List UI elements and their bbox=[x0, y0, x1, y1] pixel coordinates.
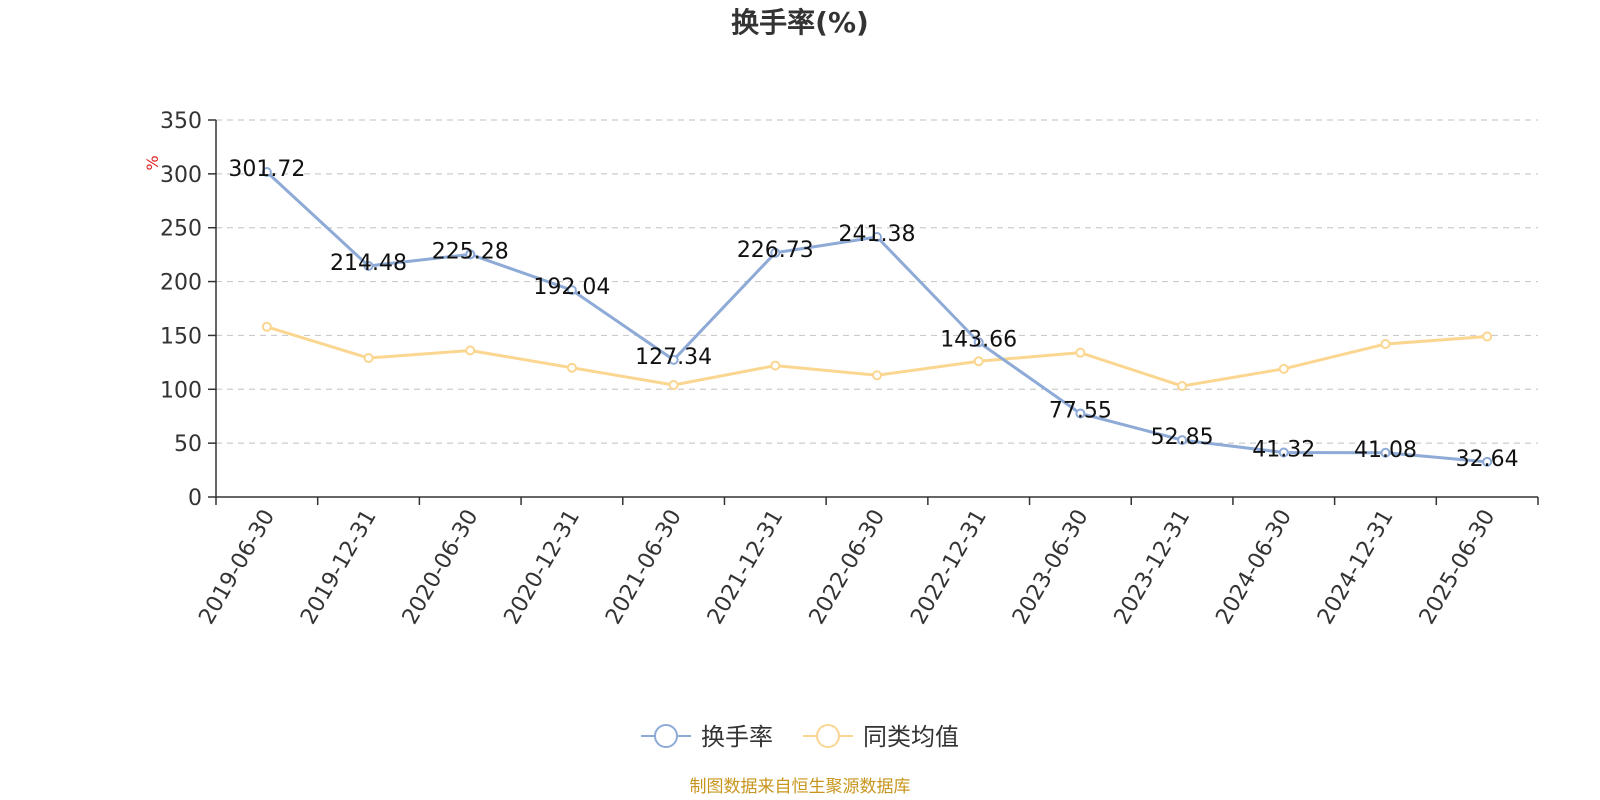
series-point-同类均值 bbox=[1380, 339, 1391, 350]
x-tick-label: 2019-06-30 bbox=[194, 506, 280, 629]
series-point-换手率 bbox=[363, 260, 374, 271]
x-tick-label: 2022-06-30 bbox=[805, 506, 891, 629]
y-tick-label: 100 bbox=[160, 378, 202, 403]
y-tick-label: 300 bbox=[160, 163, 202, 188]
series-point-同类均值 bbox=[770, 360, 781, 371]
series-line-换手率 bbox=[265, 170, 1488, 464]
series-point-同类均值 bbox=[1482, 331, 1493, 342]
data-label: 225.28 bbox=[432, 239, 509, 264]
series-point-同类均值 bbox=[566, 362, 577, 373]
series-point-换手率 bbox=[668, 354, 679, 365]
legend-label: 换手率 bbox=[701, 723, 773, 751]
series-point-同类均值 bbox=[1278, 363, 1289, 374]
series-point-换手率 bbox=[1380, 447, 1391, 458]
series-point-换手率 bbox=[973, 337, 984, 348]
legend-circle-icon bbox=[816, 724, 840, 748]
series-point-换手率 bbox=[1482, 456, 1493, 467]
data-label-layer: 301.72 214.48 225.28 192.04 127.34 226.73 241.… bbox=[228, 157, 1518, 472]
x-tick-label: 2025-06-30 bbox=[1415, 506, 1501, 629]
data-label: 301.72 bbox=[228, 157, 305, 182]
y-tick-label: 150 bbox=[160, 324, 202, 349]
x-tick-label: 2024-06-30 bbox=[1211, 506, 1297, 629]
x-tick-label: 2023-06-30 bbox=[1008, 506, 1094, 629]
series-point-同类均值 bbox=[1177, 381, 1188, 392]
axis-layer: 0 50 100 150 200 250 300 350 2019-06-30 2019-12-3… bbox=[160, 109, 1539, 629]
data-label: 77.55 bbox=[1049, 398, 1112, 423]
series-layer bbox=[261, 167, 1493, 467]
legend-label: 同类均值 bbox=[863, 723, 959, 751]
data-label: 32.64 bbox=[1456, 447, 1519, 472]
series-point-同类均值 bbox=[973, 356, 984, 367]
x-tick-label: 2023-12-31 bbox=[1110, 506, 1196, 629]
series-point-同类均值 bbox=[1075, 347, 1086, 358]
x-tick-label: 2020-06-30 bbox=[398, 506, 484, 629]
series-point-换手率 bbox=[1177, 435, 1188, 446]
series-point-同类均值 bbox=[668, 379, 679, 390]
y-tick-label: 0 bbox=[188, 486, 202, 511]
data-label: 143.66 bbox=[940, 327, 1017, 352]
series-point-换手率 bbox=[566, 285, 577, 296]
y-tick-label: 250 bbox=[160, 217, 202, 242]
series-point-同类均值 bbox=[872, 370, 882, 381]
legend-item-换手率[interactable]: 换手率 bbox=[641, 723, 773, 751]
data-label: 41.32 bbox=[1252, 437, 1315, 462]
series-point-换手率 bbox=[770, 247, 781, 258]
data-label: 41.08 bbox=[1354, 438, 1417, 463]
series-point-换手率 bbox=[465, 249, 476, 260]
data-label: 127.34 bbox=[635, 345, 712, 370]
y-tick-label: 200 bbox=[160, 271, 202, 296]
data-label: 214.48 bbox=[330, 251, 407, 276]
x-tick-label: 2024-12-31 bbox=[1313, 506, 1399, 629]
y-tick-label: 350 bbox=[160, 109, 202, 134]
data-label: 192.04 bbox=[533, 275, 610, 300]
x-tick-label: 2019-12-31 bbox=[296, 506, 382, 629]
x-tick-label: 2022-12-31 bbox=[906, 506, 992, 629]
data-label: 241.38 bbox=[839, 222, 916, 247]
series-point-换手率 bbox=[872, 231, 882, 242]
legend-circle-icon bbox=[654, 724, 678, 748]
series-point-同类均值 bbox=[465, 345, 476, 356]
series-point-换手率 bbox=[261, 167, 272, 178]
data-label: 226.73 bbox=[737, 238, 814, 263]
x-tick-label: 2021-06-30 bbox=[601, 506, 687, 629]
legend-item-同类均值[interactable]: 同类均值 bbox=[803, 723, 959, 751]
x-tick-label: 2020-12-31 bbox=[500, 506, 586, 629]
series-point-同类均值 bbox=[261, 321, 272, 332]
y-axis-unit-label: % bbox=[143, 155, 162, 170]
source-note: 制图数据来自恒生聚源数据库 bbox=[690, 777, 911, 797]
series-point-换手率 bbox=[1278, 447, 1289, 458]
chart-title: 换手率(%) bbox=[731, 6, 869, 39]
y-tick-label: 50 bbox=[174, 432, 202, 457]
x-tick-label: 2021-12-31 bbox=[703, 506, 789, 629]
data-label: 52.85 bbox=[1151, 425, 1214, 450]
series-point-同类均值 bbox=[363, 353, 374, 364]
legend: 换手率 同类均值 bbox=[641, 723, 959, 751]
grid-layer bbox=[216, 119, 1538, 444]
series-point-换手率 bbox=[1075, 408, 1086, 419]
